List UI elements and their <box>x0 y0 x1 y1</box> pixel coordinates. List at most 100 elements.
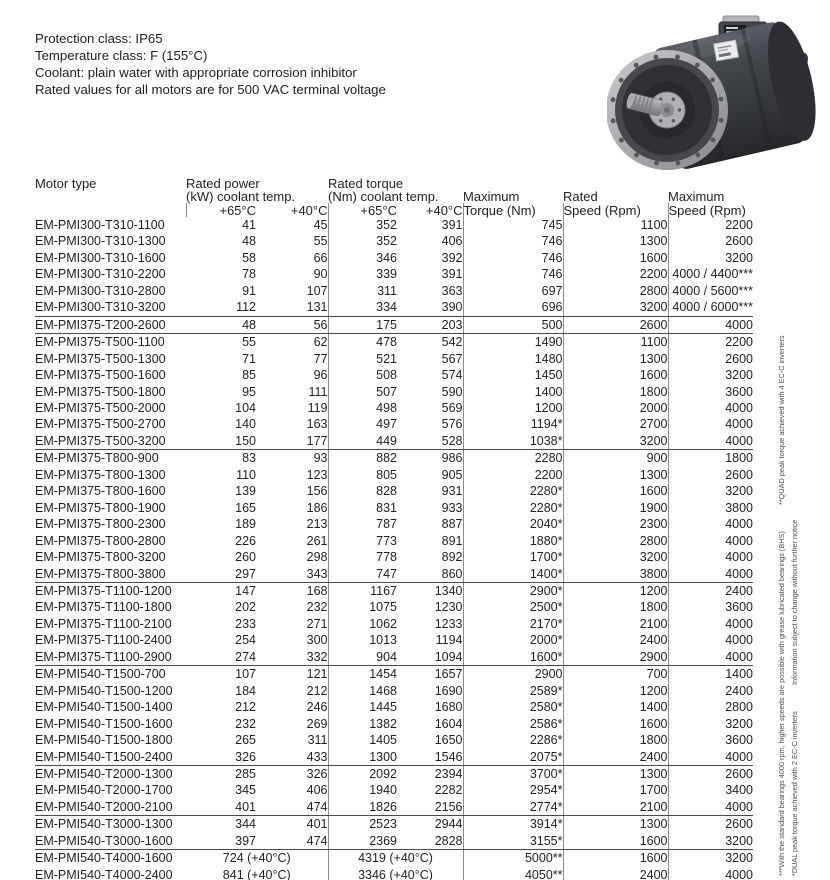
cell-max-torque: 2500* <box>463 599 564 616</box>
cell-torque-40: 1340 <box>397 582 464 600</box>
cell-motor-type: EM-PMI375-T800-3200 <box>35 550 166 565</box>
table-row: EM-PMI540-T1500-1400 212 246 1445 1680 2580* 1… <box>35 699 754 716</box>
cell-motor-type: EM-PMI375-T800-3800 <box>35 565 186 583</box>
cell-max-torque: 746 <box>463 249 564 267</box>
cell-power-65: 233 <box>235 616 256 631</box>
cell-torque-40: 590 <box>397 383 464 400</box>
coolant-line: Coolant: plain water with appropriate co… <box>35 64 357 80</box>
cell-torque-40: 1650 <box>397 732 464 749</box>
table-row: EM-PMI375-T800-3200 260 298 778 892 1700* 3200… <box>35 549 754 566</box>
cell-max-torque: 1400* <box>463 565 564 583</box>
header-motor-type: Motor type <box>35 176 97 191</box>
cell-rated-speed: 3800 <box>563 565 669 583</box>
cell-rated-speed: 1200 <box>563 682 669 700</box>
cell-torque-65: 478 <box>376 335 397 350</box>
cell-rated-speed: 1600 <box>563 849 669 867</box>
footnote-dual-info: *DUAL peak torque achieved with 2 EC-C i… <box>789 384 800 876</box>
cell-torque-40: 1546 <box>397 748 464 766</box>
cell-torque-65: 2523 <box>369 817 397 832</box>
cell-motor-type: EM-PMI375-T800-1300 <box>35 467 166 482</box>
cell-torque-40: 1194 <box>397 632 464 649</box>
cell-rated-speed: 2600 <box>563 316 669 335</box>
cell-motor-type: EM-PMI300-T310-3200 <box>35 299 186 317</box>
cell-torque-40: 2156 <box>397 798 464 817</box>
cell-torque-65: 1167 <box>370 583 397 598</box>
cell-power-40: 119 <box>256 399 329 417</box>
table-row: EM-PMI375-T1100-2100 233 271 1062 1233 2170* 2… <box>35 615 753 633</box>
table-row: EM-PMI540-T4000-1600 724 (+40°C) 4319 (+40… <box>35 849 753 867</box>
cell-rated-speed: 1600 <box>563 367 669 384</box>
cell-rated-speed: 1600 <box>563 832 669 851</box>
cell-power-65: 212 <box>235 700 256 715</box>
cell-power-40: 311 <box>256 732 329 749</box>
cell-max-speed: 4000 <box>725 400 754 415</box>
cell-power-40: 90 <box>256 266 329 283</box>
cell-max-speed: 4000 <box>725 633 754 648</box>
cell-power-40: 77 <box>256 350 329 368</box>
cell-max-speed: 2600 <box>725 467 754 482</box>
cell-rated-speed: 2400 <box>563 632 669 649</box>
table-row: EM-PMI540-T2000-1300 285 326 2092 2394 3700* 1… <box>35 765 753 783</box>
cell-motor-type: EM-PMI300-T310-2800 <box>35 283 166 298</box>
cell-rated-speed: 1600 <box>563 483 669 500</box>
header-rated-speed-2: Speed (Rpm) <box>563 203 669 217</box>
cell-power-65: 140 <box>235 417 256 432</box>
cell-torque-65: 773 <box>376 533 397 548</box>
cell-power-65: 165 <box>235 500 256 515</box>
cell-max-torque: 2900* <box>463 582 564 600</box>
cell-torque-65: 1075 <box>369 600 397 615</box>
table-row: EM-PMI300-T310-1600 58 66 346 392 746 1600 3200 <box>35 249 753 267</box>
cell-power-40: 474 <box>256 832 329 851</box>
cell-power-65: 107 <box>235 667 256 682</box>
table-row: EM-PMI300-T310-2200 78 90 339 391 746 2200 4000… <box>35 266 753 283</box>
cell-torque-65: 346 <box>376 250 397 265</box>
cell-motor-type: EM-PMI300-T310-1100 <box>35 218 165 232</box>
table-row: EM-PMI375-T1100-2400 254 300 1013 1194 2000* 2… <box>35 632 754 649</box>
cell-motor-type: EM-PMI300-T310-1600 <box>35 250 166 265</box>
cell-torque-40: 891 <box>397 532 464 550</box>
cell-max-speed: 3200 <box>725 484 754 499</box>
cell-torque-65: 747 <box>328 565 397 583</box>
table-row: EM-PMI375-T500-2700 140 163 497 576 1194* 2700… <box>35 416 753 433</box>
cell-max-torque: 1450 <box>463 367 564 384</box>
cell-motor-type: EM-PMI375-T500-1600 <box>35 368 166 383</box>
cell-max-speed: 3200 <box>725 368 754 383</box>
footnote-bearings-quad: ***With the standard bearings 4000 rpm, … <box>776 224 787 876</box>
table-row: EM-PMI375-T500-1600 85 96 508 574 1450 1600 320… <box>35 367 754 384</box>
cell-rated-speed: 1300 <box>563 466 669 484</box>
cell-power-40: 406 <box>256 782 329 799</box>
cell-max-torque: 1700* <box>463 549 564 566</box>
cell-power-65: 147 <box>235 583 256 598</box>
cell-max-torque: 2586* <box>463 715 564 733</box>
cell-torque-40: 391 <box>397 217 464 234</box>
cell-power-65: 226 <box>235 533 256 548</box>
cell-max-speed: 3400 <box>725 783 754 798</box>
cell-max-speed: 2800 <box>725 700 754 715</box>
cell-motor-type: EM-PMI540-T2000-1700 <box>35 783 173 798</box>
cell-power-40: 343 <box>256 565 329 583</box>
cell-torque-40: 986 <box>397 449 464 467</box>
cell-max-speed: 4000 / 5600*** <box>672 283 754 298</box>
cell-motor-type: EM-PMI375-T800-1900 <box>35 500 166 515</box>
cell-torque-40: 1230 <box>397 599 464 616</box>
cell-rated-speed: 1600 <box>563 715 669 733</box>
header-max-speed-2: Speed (Rpm) <box>668 203 746 218</box>
table-row: EM-PMI375-T1100-1800 202 232 1075 1230 2500* 1… <box>35 599 753 616</box>
cell-power-40: 298 <box>256 549 329 566</box>
cell-power-65: 189 <box>235 517 256 532</box>
cell-power-40: 401 <box>256 815 329 833</box>
cell-max-torque: 2200 <box>463 466 564 484</box>
cell-rated-speed: 2300 <box>563 516 669 533</box>
header-torque-unit: (Nm) coolant temp. <box>328 189 439 204</box>
cell-torque-65: 334 <box>328 299 397 317</box>
table-row: EM-PMI375-T800-2800 226 261 773 891 1880* 2800… <box>35 532 753 550</box>
cell-max-torque: 2589* <box>463 682 564 700</box>
cell-power-65: 139 <box>235 484 256 499</box>
table-row: EM-PMI540-T2000-2100 401 474 1826 2156 2774* 2… <box>35 798 754 817</box>
header-power-unit: (kW) coolant temp. <box>186 189 296 204</box>
cell-torque-65: 1454 <box>369 667 397 682</box>
cell-power-40: 55 <box>256 233 329 250</box>
cell-power-40: 93 <box>256 449 329 467</box>
cell-motor-type: EM-PMI540-T4000-2400 <box>35 866 186 880</box>
cell-max-speed: 4000 <box>725 550 754 565</box>
